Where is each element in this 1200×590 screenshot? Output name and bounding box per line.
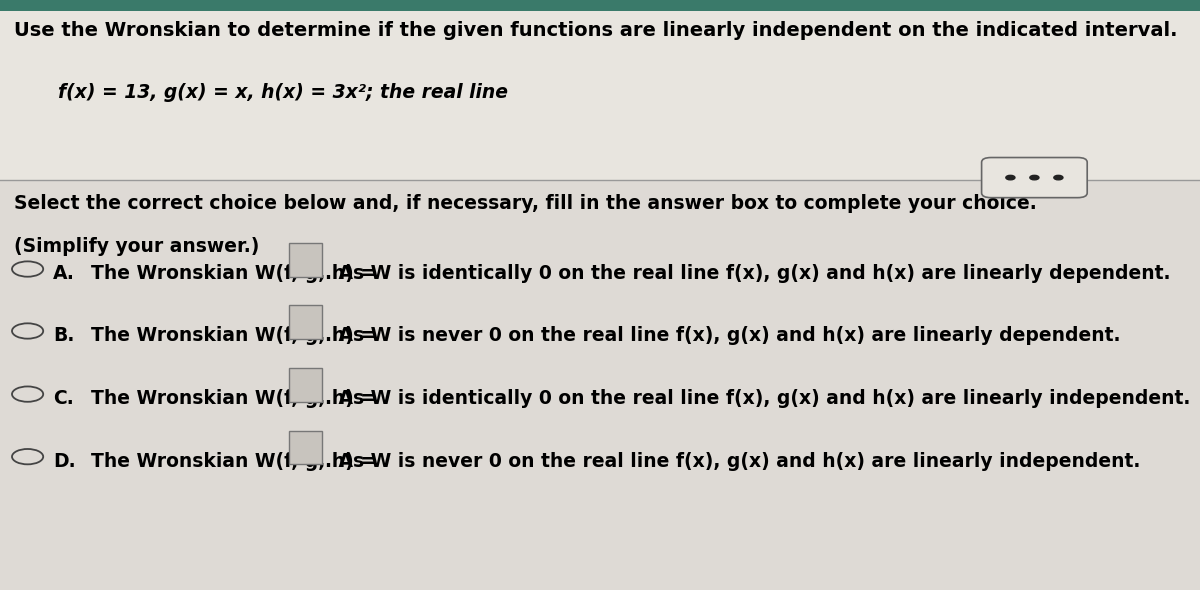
Text: The Wronskian W(f, g, h) =: The Wronskian W(f, g, h) = (91, 389, 383, 408)
Circle shape (1054, 175, 1063, 180)
Text: A.: A. (53, 264, 74, 283)
Circle shape (1006, 175, 1015, 180)
Text: . As W is identically 0 on the real line f(x), g(x) and h(x) are linearly indepe: . As W is identically 0 on the real line… (325, 389, 1190, 408)
Text: B.: B. (53, 326, 74, 345)
Text: The Wronskian W(f, g, h) =: The Wronskian W(f, g, h) = (91, 452, 383, 471)
Text: . As W is never 0 on the real line f(x), g(x) and h(x) are linearly dependent.: . As W is never 0 on the real line f(x),… (325, 326, 1121, 345)
Circle shape (12, 261, 43, 277)
FancyBboxPatch shape (982, 158, 1087, 198)
Circle shape (12, 449, 43, 464)
Text: . As W is identically 0 on the real line f(x), g(x) and h(x) are linearly depend: . As W is identically 0 on the real line… (325, 264, 1171, 283)
FancyBboxPatch shape (289, 243, 322, 277)
FancyBboxPatch shape (289, 368, 322, 402)
Circle shape (12, 386, 43, 402)
Text: Use the Wronskian to determine if the given functions are linearly independent o: Use the Wronskian to determine if the gi… (14, 21, 1178, 40)
FancyBboxPatch shape (0, 11, 1200, 180)
Circle shape (12, 323, 43, 339)
Text: Select the correct choice below and, if necessary, fill in the answer box to com: Select the correct choice below and, if … (14, 194, 1037, 212)
Text: The Wronskian W(f, g, h) =: The Wronskian W(f, g, h) = (91, 326, 383, 345)
FancyBboxPatch shape (0, 180, 1200, 590)
Text: . As W is never 0 on the real line f(x), g(x) and h(x) are linearly independent.: . As W is never 0 on the real line f(x),… (325, 452, 1141, 471)
Circle shape (1030, 175, 1039, 180)
Text: C.: C. (53, 389, 73, 408)
FancyBboxPatch shape (289, 305, 322, 339)
Text: f(x) = 13, g(x) = x, h(x) = 3x²; the real line: f(x) = 13, g(x) = x, h(x) = 3x²; the rea… (58, 83, 508, 101)
Text: D.: D. (53, 452, 76, 471)
Text: (Simplify your answer.): (Simplify your answer.) (14, 237, 259, 256)
Text: The Wronskian W(f, g, h) =: The Wronskian W(f, g, h) = (91, 264, 383, 283)
FancyBboxPatch shape (0, 0, 1200, 11)
FancyBboxPatch shape (289, 431, 322, 464)
